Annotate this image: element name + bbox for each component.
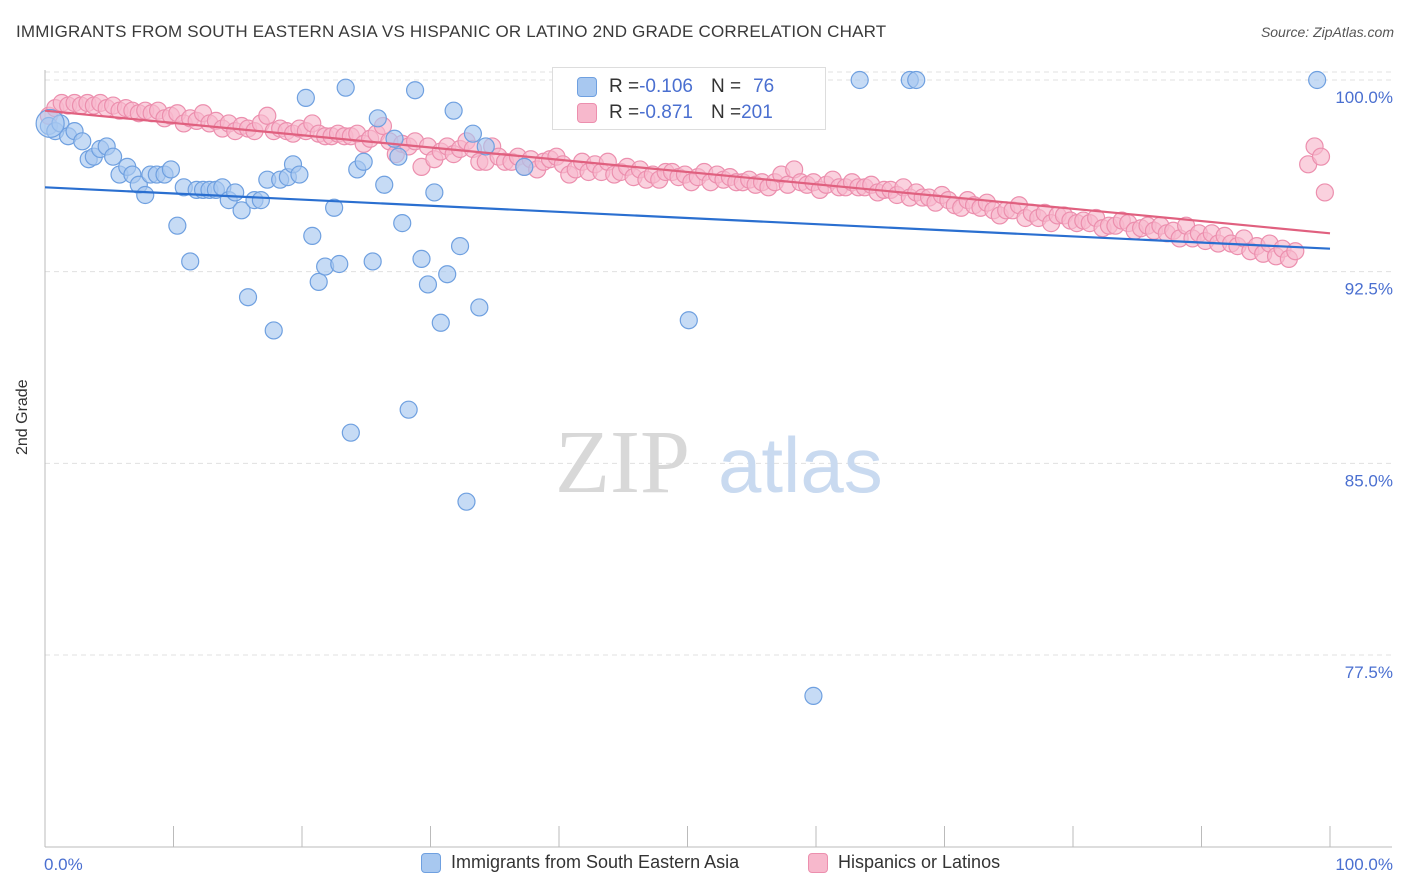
blue-series-points [35,70,1327,705]
blue-point [251,191,270,210]
blue-point [168,216,187,235]
blue-point [418,275,438,294]
blue-point [161,160,181,179]
blue-n-value: 76 [753,76,775,97]
blue-point [341,423,360,442]
blue-point [226,183,245,202]
x-tick-label-min: 0.0% [44,855,83,874]
blue-point [405,81,425,100]
pink-point [1286,242,1305,261]
blue-point [399,400,418,419]
watermark-atlas: atlas [718,421,883,509]
tick-labels: 77.5% 85.0% 92.5% 100.0% 0.0% 100.0% [44,88,1393,874]
blue-r-value: -0.106 [639,76,693,97]
legend-blue-label: Immigrants from South Eastern Asia [451,852,740,872]
pink-point [1315,183,1334,202]
chart-title: IMMIGRANTS FROM SOUTH EASTERN ASIA VS HI… [16,22,887,41]
blue-point [425,183,444,202]
y-tick-label: 92.5% [1345,280,1393,299]
blue-point [389,147,408,166]
blue-n-label: N = [710,76,742,97]
y-tick-label: 77.5% [1345,663,1393,682]
blue-point [476,137,495,156]
source-credit: Source: ZipAtlas.com [1260,24,1394,40]
blue-point [850,70,869,90]
blue-point [136,185,155,205]
pink-point [1311,147,1331,166]
blue-point [232,201,251,220]
blue-point [73,132,92,151]
stats-row-pink: R = -0.871 N = 201 [553,100,773,126]
blue-point [907,70,926,90]
blue-point [354,152,373,171]
bottom-legend: Immigrants from South Eastern Asia Hispa… [0,852,1406,878]
watermark-zip: ZIP [555,413,690,512]
blue-point [450,237,470,256]
stats-legend-box: R = -0.106 N = 76 R = -0.871 N = 201 [552,67,826,130]
legend-item-blue[interactable]: Immigrants from South Eastern Asia [421,852,739,873]
blue-point [330,254,349,274]
axes [44,70,1392,848]
pink-swatch [577,103,597,123]
legend-pink-label: Hispanics or Latinos [838,852,1001,872]
blue-point [438,265,457,284]
legend-blue-swatch [421,852,441,873]
stats-row-blue: R = -0.106 N = 76 [553,74,774,100]
blue-swatch [577,77,597,97]
legend-item-pink[interactable]: Hispanics or Latinos [808,852,1000,873]
pink-trend-line [44,109,1331,235]
blue-point [363,252,382,271]
blue-point [431,313,450,332]
blue-point [290,165,309,184]
blue-point [444,101,463,120]
blue-point [470,298,489,317]
pink-n-value: 201 [741,102,773,123]
blue-point [393,214,412,233]
blue-point [325,198,344,217]
blue-point [804,686,823,705]
blue-point [679,311,698,330]
blue-point [368,109,387,128]
blue-point [1308,70,1327,90]
grid-lines [45,71,1392,656]
pink-r-value: -0.871 [639,102,693,123]
blue-point [375,175,394,194]
blue-point [238,288,258,307]
blue-trend-line [44,186,1331,250]
blue-point [463,124,483,143]
blue-point [412,249,431,268]
blue-point [515,157,534,176]
blue-point-large [35,108,65,139]
pink-n-label: N = [710,102,742,123]
blue-r-label: R = [609,76,640,97]
blue-point [181,252,200,271]
blue-point [336,78,355,97]
legend-pink-swatch [808,852,828,873]
x-tick-label-max: 100.0% [1335,855,1393,874]
y-tick-label: 85.0% [1345,471,1393,490]
pink-r-label: R = [609,102,640,123]
blue-point [264,321,283,340]
blue-point [296,88,315,107]
blue-point [457,492,476,511]
trend-lines [44,109,1331,250]
blue-point [303,226,322,245]
y-tick-label: 100.0% [1335,88,1393,107]
blue-point [104,147,123,166]
pink-point [258,106,277,125]
blue-point [309,272,328,291]
